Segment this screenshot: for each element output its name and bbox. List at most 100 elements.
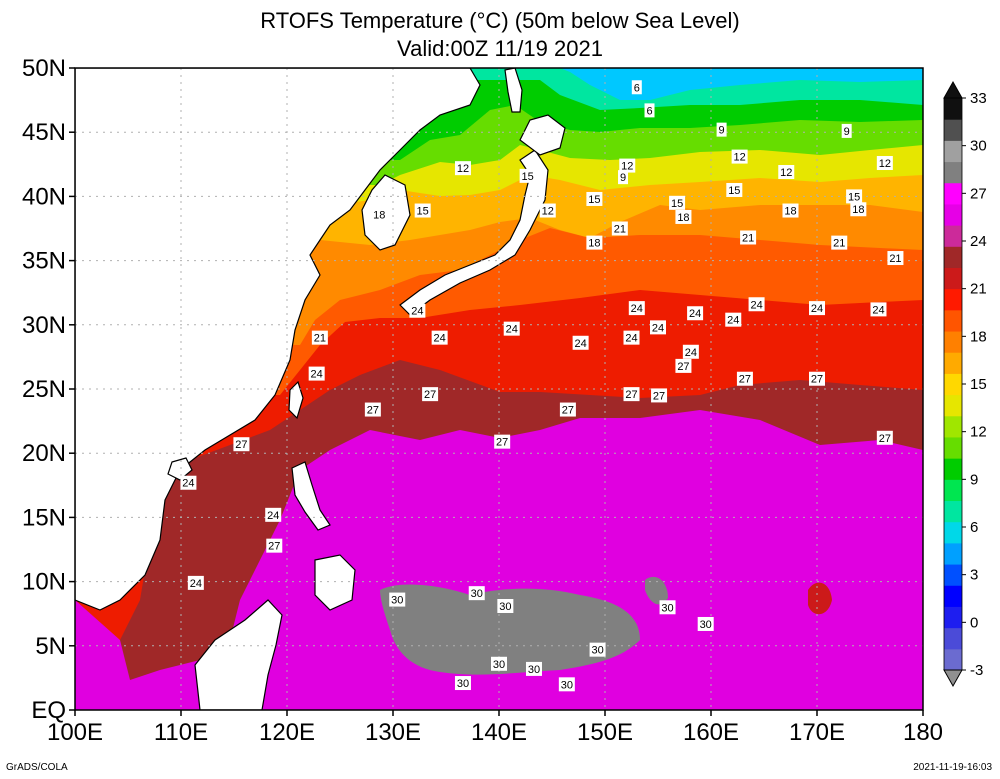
svg-text:27: 27 <box>739 374 751 386</box>
svg-text:24: 24 <box>190 578 202 590</box>
footer-timestamp: 2021-11-19-16:03 <box>913 762 992 773</box>
contour-label: 30 <box>497 598 514 613</box>
contour-label: 30 <box>558 677 575 692</box>
svg-text:27: 27 <box>653 390 665 402</box>
land-mindanao <box>314 554 356 611</box>
contour-label: 27 <box>623 387 640 402</box>
x-tick-label: 130E <box>365 719 421 746</box>
svg-text:15: 15 <box>588 194 600 206</box>
colorbar-segment <box>944 585 962 607</box>
colorbar: -3 0 3 6 9 12 15 18 21 24 27 30 33 <box>943 80 987 688</box>
svg-text:12: 12 <box>733 152 745 164</box>
svg-text:18: 18 <box>677 212 689 224</box>
contour-label: 27 <box>559 402 576 417</box>
contour-label: 27 <box>494 434 511 449</box>
contour-label: 18 <box>782 203 799 218</box>
svg-text:9: 9 <box>620 172 626 184</box>
contour-label: 30 <box>525 661 542 676</box>
y-tick-label: EQ <box>31 697 66 724</box>
colorbar-label: 21 <box>970 281 987 298</box>
contour-label: 18 <box>586 235 603 250</box>
colorbar-segment <box>944 119 962 141</box>
warm-patch-170e <box>808 582 832 615</box>
contour-label: 24 <box>748 297 765 312</box>
svg-text:12: 12 <box>621 161 633 173</box>
warm-pool-30 <box>380 584 640 675</box>
contour-label: 30 <box>454 676 471 691</box>
colorbar-segment <box>944 436 962 459</box>
band-4 <box>560 68 923 100</box>
contour-label: 27 <box>233 437 250 452</box>
contour-label: 21 <box>740 230 757 245</box>
contour-label: 12 <box>454 161 471 176</box>
svg-text:30: 30 <box>528 664 540 676</box>
contour-label: 24 <box>682 344 699 359</box>
svg-text:12: 12 <box>780 167 792 179</box>
colorbar-segment <box>944 288 962 311</box>
contour-label: 27 <box>266 538 283 553</box>
svg-text:21: 21 <box>889 253 901 265</box>
colorbar-label: 15 <box>970 376 987 393</box>
svg-text:21: 21 <box>833 238 845 250</box>
colorbar-max-arrow <box>943 80 963 99</box>
contour-label: 15 <box>726 182 743 197</box>
y-tick-label: 25N <box>22 376 66 403</box>
colorbar-segment <box>944 98 962 120</box>
svg-text:6: 6 <box>634 82 640 94</box>
contour-label: 18 <box>675 209 692 224</box>
contour-label: 15 <box>414 203 431 218</box>
colorbar-segment <box>944 140 962 163</box>
svg-text:9: 9 <box>719 125 725 137</box>
colorbar-label: 33 <box>970 90 987 107</box>
svg-text:27: 27 <box>424 389 436 401</box>
svg-text:24: 24 <box>750 299 762 311</box>
y-tick-label: 15N <box>22 504 66 531</box>
contour-label: 30 <box>491 656 507 671</box>
svg-text:27: 27 <box>367 405 379 417</box>
svg-text:24: 24 <box>625 333 637 345</box>
colorbar-min-arrow <box>943 669 963 688</box>
contour-label: 24 <box>265 507 282 522</box>
contour-label: 6 <box>644 103 655 118</box>
x-tick-label: 120E <box>259 719 315 746</box>
contour-label: 30 <box>589 642 606 657</box>
svg-text:21: 21 <box>742 232 754 244</box>
svg-text:30: 30 <box>591 645 603 657</box>
x-tick-label: 140E <box>471 719 527 746</box>
contour-label: 18 <box>850 202 867 217</box>
map-subtitle: Valid:00Z 11/19 2021 <box>397 36 603 61</box>
colorbar-segment <box>944 648 962 671</box>
y-axis: EQ 5N 10N 15N 20N 25N 30N 35N 40N 45N 50N <box>22 55 75 724</box>
warm-pool-30-east <box>645 576 668 605</box>
svg-text:18: 18 <box>852 204 864 216</box>
contour-label: 30 <box>468 586 485 601</box>
svg-text:30: 30 <box>391 595 403 607</box>
contour-label: 21 <box>611 221 628 236</box>
contour-label: 24 <box>623 330 640 345</box>
contour-label: 27 <box>422 387 439 402</box>
svg-text:30: 30 <box>493 659 505 671</box>
contour-label: 30 <box>389 592 406 607</box>
svg-text:18: 18 <box>373 209 385 221</box>
x-tick-label: 100E <box>47 719 103 746</box>
contour-label: 27 <box>876 430 893 445</box>
contour-label: 15 <box>586 191 603 206</box>
colorbar-segment <box>944 542 962 565</box>
contour-label: 27 <box>675 358 692 373</box>
colorbar-segment <box>944 203 962 226</box>
svg-text:27: 27 <box>235 439 247 451</box>
contour-label: 24 <box>409 303 426 318</box>
svg-text:27: 27 <box>562 405 574 417</box>
svg-text:12: 12 <box>879 158 891 170</box>
svg-text:27: 27 <box>811 374 823 386</box>
svg-text:15: 15 <box>728 185 740 197</box>
contour-label: 30 <box>659 600 676 615</box>
colorbar-segment <box>944 331 962 353</box>
y-tick-label: 20N <box>22 440 66 467</box>
x-tick-label: 180 <box>903 719 943 746</box>
svg-text:27: 27 <box>677 361 689 373</box>
land-luzon <box>291 461 331 531</box>
colorbar-segment <box>944 479 962 502</box>
contour-label: 27 <box>736 371 753 386</box>
x-tick-label: 110E <box>154 719 208 746</box>
